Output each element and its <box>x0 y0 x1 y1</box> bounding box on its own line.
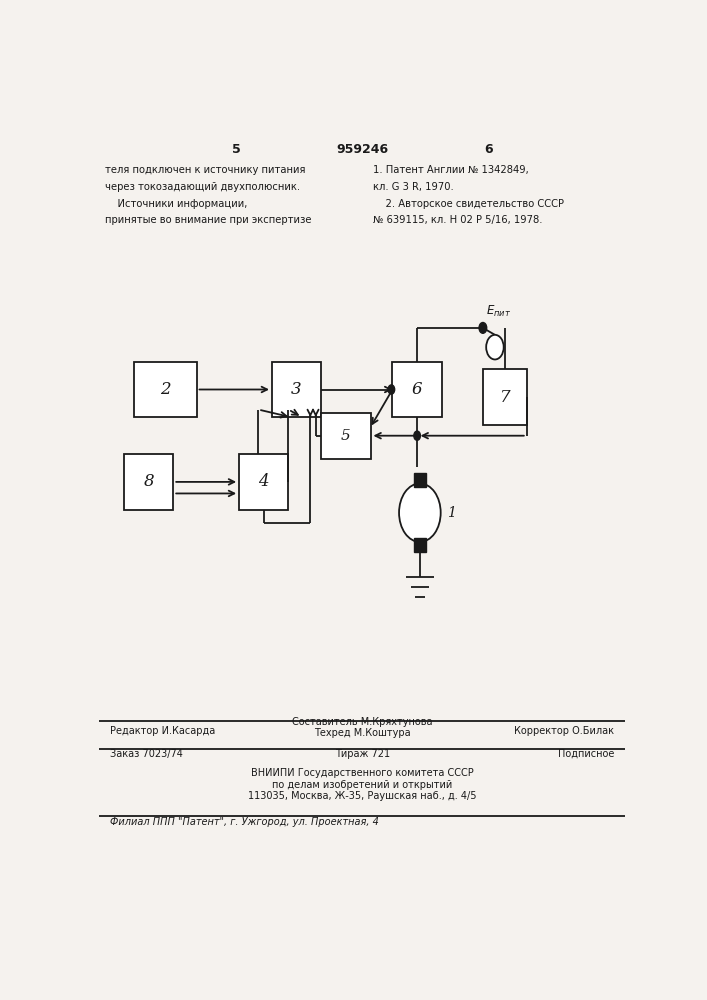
Text: 2: 2 <box>160 381 170 398</box>
Text: по делам изобретений и открытий: по делам изобретений и открытий <box>272 780 452 790</box>
Text: 3: 3 <box>291 381 302 398</box>
Bar <box>239 454 288 510</box>
Text: Источники информации,: Источники информации, <box>105 199 247 209</box>
Bar <box>414 538 426 552</box>
Text: Техред М.Коштура: Техред М.Коштура <box>314 728 411 738</box>
Text: 6: 6 <box>484 143 493 156</box>
Bar <box>272 362 321 417</box>
Bar <box>414 473 426 487</box>
Text: кл. G 3 R, 1970.: кл. G 3 R, 1970. <box>373 182 454 192</box>
Text: Корректор О.Билак: Корректор О.Билак <box>515 726 614 736</box>
Bar <box>392 362 442 417</box>
Text: 6: 6 <box>411 381 423 398</box>
Text: 5: 5 <box>232 143 240 156</box>
Text: 1: 1 <box>448 506 456 520</box>
Bar <box>124 454 173 510</box>
Text: Составитель М.Кряхтунова: Составитель М.Кряхтунова <box>292 717 433 727</box>
Text: Редактор И.Касарда: Редактор И.Касарда <box>110 726 216 736</box>
Bar <box>134 362 197 417</box>
Text: $E_{пит}$: $E_{пит}$ <box>486 304 510 319</box>
Circle shape <box>399 483 440 542</box>
Text: 959246: 959246 <box>337 143 388 156</box>
Text: 4: 4 <box>258 473 269 490</box>
Text: Филиал ППП "Патент", г. Ужгород, ул. Проектная, 4: Филиал ППП "Патент", г. Ужгород, ул. Про… <box>110 817 379 827</box>
Text: через токозадающий двухполюсник.: через токозадающий двухполюсник. <box>105 182 300 192</box>
Circle shape <box>414 431 421 440</box>
Bar <box>321 413 370 459</box>
Text: Заказ 7023/74: Заказ 7023/74 <box>110 749 183 759</box>
Text: теля подключен к источнику питания: теля подключен к источнику питания <box>105 165 305 175</box>
Text: 2. Авторское свидетельство СССР: 2. Авторское свидетельство СССР <box>373 199 564 209</box>
Text: 5: 5 <box>341 429 351 443</box>
Text: ВНИИПИ Государственного комитета СССР: ВНИИПИ Государственного комитета СССР <box>251 768 474 778</box>
Circle shape <box>486 335 503 359</box>
Bar <box>483 369 527 425</box>
Text: Подписное: Подписное <box>558 749 614 759</box>
Text: 1. Патент Англии № 1342849,: 1. Патент Англии № 1342849, <box>373 165 529 175</box>
Text: 113035, Москва, Ж-35, Раушская наб., д. 4/5: 113035, Москва, Ж-35, Раушская наб., д. … <box>248 791 477 801</box>
Circle shape <box>388 385 395 394</box>
Text: Тираж 721: Тираж 721 <box>335 749 390 759</box>
Text: принятые во внимание при экспертизе: принятые во внимание при экспертизе <box>105 215 311 225</box>
Text: 8: 8 <box>144 473 154 490</box>
Circle shape <box>479 323 486 333</box>
Text: № 639115, кл. Н 02 Р 5/16, 1978.: № 639115, кл. Н 02 Р 5/16, 1978. <box>373 215 543 225</box>
Text: 7: 7 <box>499 389 510 406</box>
